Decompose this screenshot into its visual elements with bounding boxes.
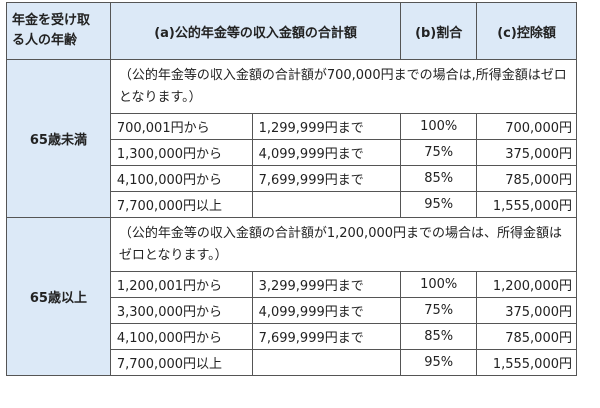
income-from-cell: 4,100,000円から: [109, 323, 253, 350]
table-row: 1,200,001円から 3,299,999円まで 100% 1,200,000…: [7, 271, 577, 298]
income-to-cell: 3,299,999円まで: [251, 271, 402, 298]
age-column-header-line2: る人の年齢: [12, 33, 78, 48]
table-row: 4,100,000円から 7,699,999円まで 85% 785,000円: [7, 165, 577, 192]
deduction-cell: 785,000円: [476, 323, 577, 350]
deduction-cell: 375,000円: [476, 139, 577, 166]
rate-cell: 95%: [400, 191, 478, 218]
rate-cell: 95%: [400, 349, 478, 376]
note-text: （公的年金等の収入金額の合計額が700,000円までの場合は,所得金額はゼロとな…: [109, 59, 578, 114]
rate-cell: 75%: [400, 297, 478, 324]
note-row: 65歳以上 （公的年金等の収入金額の合計額が1,200,000円までの場合は、所…: [6, 217, 578, 376]
income-from-cell: 1,300,000円から: [109, 139, 253, 166]
income-from-cell: 7,700,000円以上: [109, 191, 253, 218]
table-body-under-65: 65歳未満 （公的年金等の収入金額の合計額が700,000円までの場合は,所得金…: [6, 59, 578, 218]
deduction-cell: 1,555,000円: [476, 349, 577, 376]
deduction-cell: 375,000円: [476, 297, 577, 324]
income-to-cell: 1,299,999円まで: [251, 113, 402, 140]
deduction-cell: 785,000円: [476, 165, 577, 192]
income-from-cell: 3,300,000円から: [109, 297, 253, 324]
deduction-column-header: (c)控除額: [476, 2, 577, 60]
income-from-cell: 4,100,000円から: [109, 165, 253, 192]
income-from-cell: 1,200,001円から: [109, 271, 253, 298]
income-from-cell: 7,700,000円以上: [109, 349, 253, 376]
income-from-cell: 700,001円から: [109, 113, 253, 140]
pension-deduction-table-wrapper: 年金を受け取 る人の年齢 (a)公的年金等の収入金額の合計額 (b)割合 (c)…: [6, 2, 578, 376]
income-to-cell: 4,099,999円まで: [251, 139, 402, 166]
rate-cell: 85%: [400, 165, 478, 192]
note-row: 65歳未満 （公的年金等の収入金額の合計額が700,000円までの場合は,所得金…: [6, 59, 578, 218]
rate-cell: 100%: [400, 113, 478, 140]
table-row: 7,700,000円以上 95% 1,555,000円: [7, 191, 577, 218]
header-row: 年金を受け取 る人の年齢 (a)公的年金等の収入金額の合計額 (b)割合 (c)…: [6, 2, 577, 60]
age-column-header: 年金を受け取 る人の年齢: [6, 2, 111, 60]
age-group-label: 65歳未満: [6, 59, 111, 218]
table-body-65-and-over: 65歳以上 （公的年金等の収入金額の合計額が1,200,000円までの場合は、所…: [6, 217, 578, 376]
table-header: 年金を受け取 る人の年齢 (a)公的年金等の収入金額の合計額 (b)割合 (c)…: [6, 2, 577, 60]
age-group-label: 65歳以上: [6, 217, 111, 376]
rate-cell: 75%: [400, 139, 478, 166]
table-row: 4,100,000円から 7,699,999円まで 85% 785,000円: [7, 323, 577, 350]
rate-cell: 100%: [400, 271, 478, 298]
rate-column-header: (b)割合: [400, 2, 478, 60]
age-column-header-line1: 年金を受け取: [12, 13, 91, 28]
table-row: 7,700,000円以上 95% 1,555,000円: [7, 349, 577, 376]
pension-deduction-table: 年金を受け取 る人の年齢 (a)公的年金等の収入金額の合計額 (b)割合 (c)…: [6, 2, 578, 376]
note-text: （公的年金等の収入金額の合計額が1,200,000円までの場合は、所得金額はゼロ…: [109, 217, 578, 272]
income-to-cell: [251, 349, 402, 376]
income-to-cell: [251, 191, 402, 218]
deduction-cell: 700,000円: [476, 113, 577, 140]
rate-cell: 85%: [400, 323, 478, 350]
income-to-cell: 7,699,999円まで: [251, 165, 402, 192]
deduction-cell: 1,555,000円: [476, 191, 577, 218]
table-row: 1,300,000円から 4,099,999円まで 75% 375,000円: [7, 139, 577, 166]
table-row: 700,001円から 1,299,999円まで 100% 700,000円: [7, 113, 577, 140]
income-column-header: (a)公的年金等の収入金額の合計額: [109, 2, 402, 60]
income-to-cell: 4,099,999円まで: [251, 297, 402, 324]
income-to-cell: 7,699,999円まで: [251, 323, 402, 350]
deduction-cell: 1,200,000円: [476, 271, 577, 298]
